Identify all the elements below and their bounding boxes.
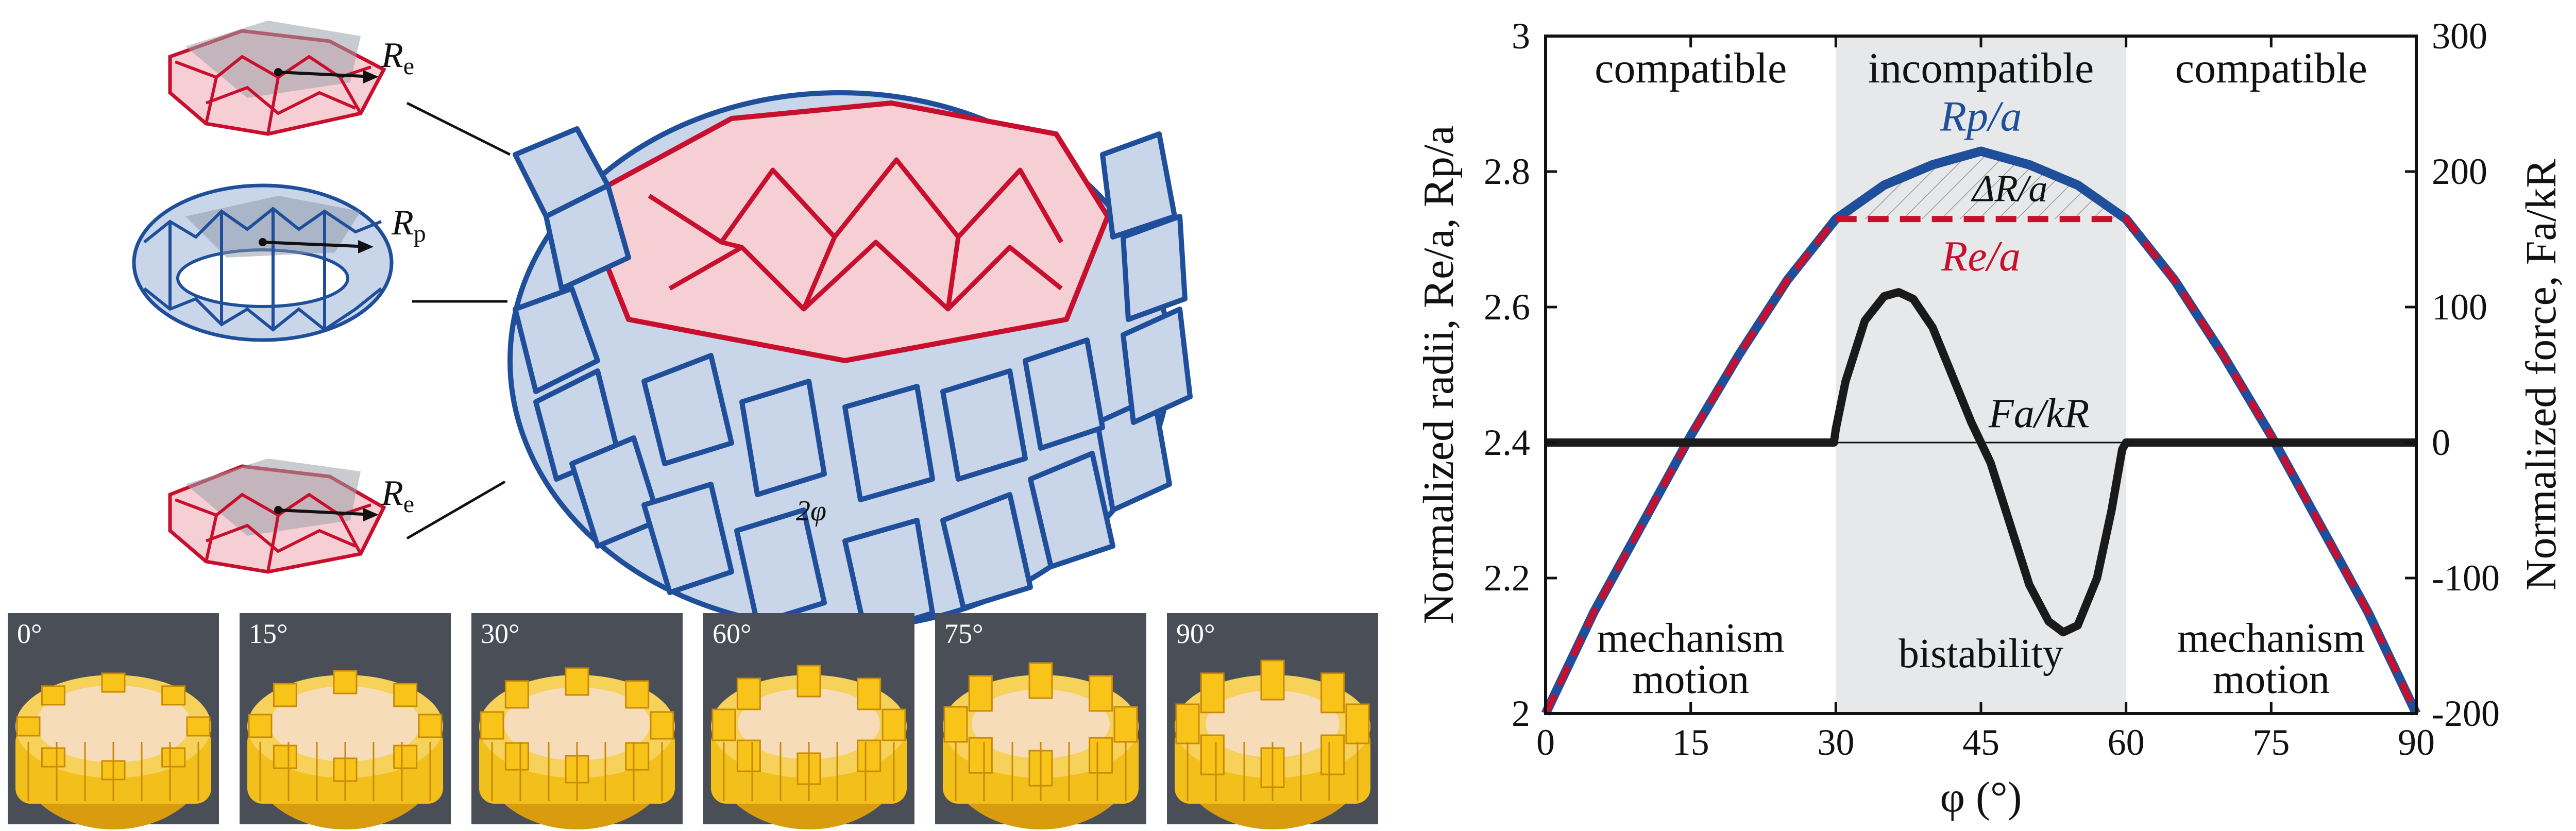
photo-5: 90° xyxy=(1167,613,1378,829)
annotation-delta-r: ΔR/a xyxy=(1971,168,2047,210)
y-right-tick-label: 100 xyxy=(2432,286,2487,328)
middle-ring-diagram: Rp xyxy=(132,183,426,342)
re-top-label: Re xyxy=(381,36,414,80)
y-right-tick-label: 0 xyxy=(2432,422,2450,463)
rp-mid-label: Rp xyxy=(391,203,426,247)
x-axis-title: φ (°) xyxy=(1940,773,2022,821)
y-left-tick-label: 2.6 xyxy=(1484,286,1530,328)
annotation-force: Fa/kR xyxy=(1988,391,2089,436)
photo-label-1: 15° xyxy=(249,618,288,649)
angle-label: 2φ xyxy=(796,495,826,527)
photo-3: 60° xyxy=(703,613,914,829)
annotation-re: Re/a xyxy=(1941,232,2021,280)
region-label-motion-left: motion xyxy=(1632,657,1749,702)
x-tick-label: 0 xyxy=(1536,722,1555,763)
photo-label-5: 90° xyxy=(1176,618,1215,649)
photo-label-0: 0° xyxy=(17,618,42,649)
y-left-tick-label: 2.4 xyxy=(1484,422,1530,463)
x-tick-label: 15 xyxy=(1672,722,1709,763)
top-ring-diagram: Re xyxy=(168,21,414,136)
y-left-tick-label: 2.8 xyxy=(1484,151,1530,192)
y-left-tick-label: 2.2 xyxy=(1484,557,1530,599)
delta-r-hatch xyxy=(1836,151,2126,219)
annotation-rp: Rp/a xyxy=(1940,93,2022,141)
region-label-bistability: bistability xyxy=(1899,631,2063,676)
y-right-tick-label: -200 xyxy=(2432,693,2500,734)
region-label-compatible-right: compatible xyxy=(2175,44,2367,92)
x-tick-label: 30 xyxy=(1817,722,1854,763)
y-right-tick-label: -100 xyxy=(2432,557,2500,599)
photo-1: 15° xyxy=(240,613,451,829)
y-left-tick-label: 3 xyxy=(1512,15,1530,57)
y-axis-right-title: Normalized force, Fa/kR xyxy=(2517,159,2565,590)
region-label-mechanism-right: mechanism xyxy=(2177,616,2365,661)
photo-label-2: 30° xyxy=(481,618,520,649)
x-tick-label: 90 xyxy=(2398,722,2435,763)
photo-4: 75° xyxy=(935,613,1146,829)
x-tick-label: 45 xyxy=(1962,722,1999,763)
region-label-incompatible: incompatible xyxy=(1868,44,2094,92)
leader-line-bot xyxy=(406,480,506,540)
region-label-mechanism-left: mechanism xyxy=(1597,616,1784,661)
photo-label-4: 75° xyxy=(944,618,984,649)
leader-line-top xyxy=(406,101,511,156)
photo-0: 0° xyxy=(8,613,219,829)
photo-strip: 0° 15° 30° 60° 75° 90° xyxy=(8,613,1378,829)
y-right-tick-label: 200 xyxy=(2432,151,2487,192)
radii-force-chart: 0 15 30 45 60 75 90 2 2.2 2.4 2.6 2.8 3 -200 -100 0 100 2… xyxy=(1415,15,2565,821)
origami-schematic: Re Rp Re xyxy=(8,21,1378,829)
series-re-line xyxy=(1543,216,2419,715)
y-right-tick-label: 300 xyxy=(2432,15,2487,57)
photo-label-3: 60° xyxy=(713,618,752,649)
photo-2: 30° xyxy=(471,613,683,829)
series-force-line xyxy=(1546,288,2416,637)
y-axis-left-title: Normalized radii, Re/a, Rp/a xyxy=(1415,125,1463,624)
region-label-compatible-left: compatible xyxy=(1595,44,1787,92)
origami-assembly: 2φ xyxy=(507,90,1193,636)
bottom-ring-diagram: Re xyxy=(168,459,414,574)
y-left-tick-label: 2 xyxy=(1512,693,1530,734)
x-tick-label: 60 xyxy=(2108,722,2145,763)
x-tick-label: 75 xyxy=(2252,722,2290,763)
re-bot-label: Re xyxy=(381,473,414,518)
region-label-motion-right: motion xyxy=(2213,657,2330,702)
